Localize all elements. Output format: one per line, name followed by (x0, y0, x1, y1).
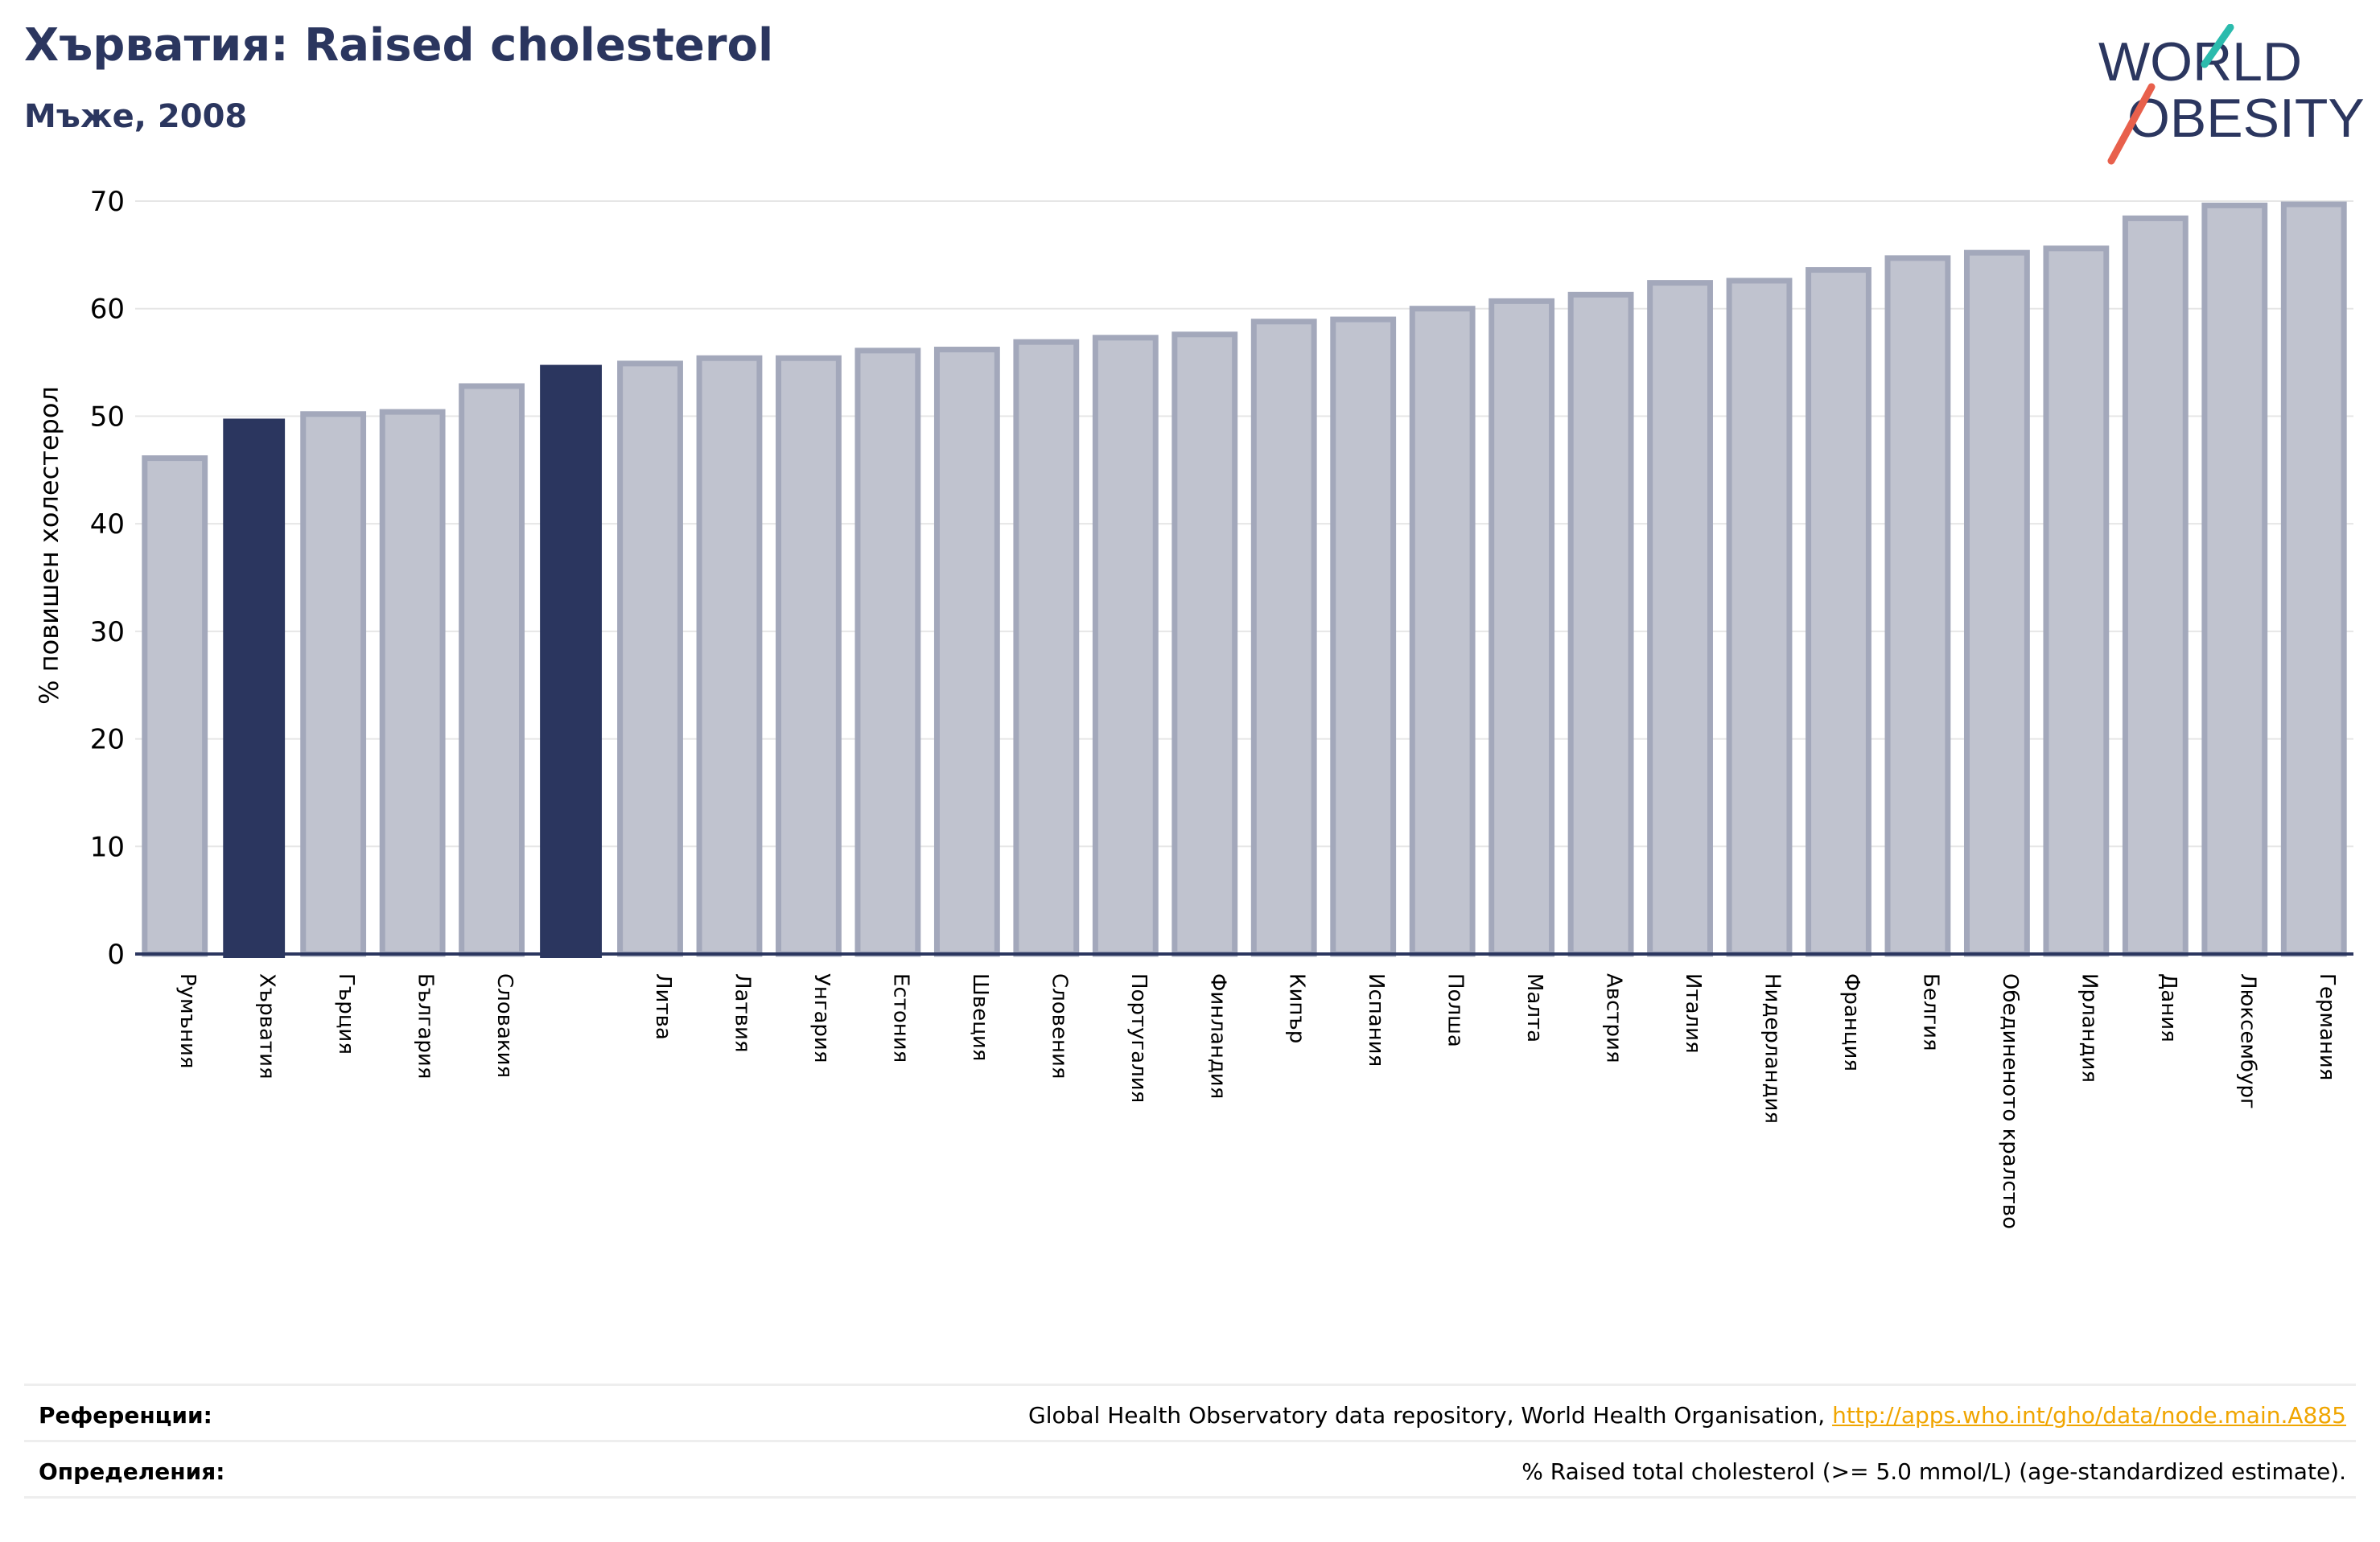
x-tick-label: Румъния (175, 973, 200, 1069)
bar (933, 347, 1000, 957)
chart-title: Хърватия: Raised cholesterol (24, 19, 774, 72)
definitions-value: % Raised total cholesterol (>= 5.0 mmol/… (1521, 1458, 2346, 1485)
x-tick-label: Португалия (1126, 973, 1151, 1103)
y-tick-label: 0 (107, 939, 125, 971)
bar (1884, 255, 1951, 957)
x-tick-label: Австрия (1602, 973, 1626, 1063)
x-tick-label: Италия (1681, 973, 1705, 1054)
bar (1647, 280, 1713, 957)
bars (142, 201, 2347, 958)
bar (2043, 245, 2110, 957)
bar (776, 355, 842, 957)
x-tick-label: Финландия (1205, 973, 1229, 1099)
x-tick-label: Германия (2315, 973, 2339, 1080)
bar (1330, 316, 1397, 957)
references-link[interactable]: http://apps.who.int/gho/data/node.main.A… (1832, 1402, 2346, 1429)
logo-teal-slash (2201, 24, 2234, 68)
x-tick-label: Естония (888, 973, 912, 1063)
logo-line1: WORLD (2098, 31, 2302, 93)
logo-red-slash (2107, 83, 2156, 165)
bar (379, 409, 446, 957)
bar (2280, 201, 2347, 957)
bar (696, 355, 763, 957)
x-tick-label: Литва (651, 973, 675, 1040)
y-tick-label: 30 (90, 616, 125, 648)
bar (1409, 306, 1476, 957)
references-text: Global Health Observatory data repositor… (1028, 1402, 1833, 1429)
bar-highlighted (223, 418, 286, 958)
x-tick-label: Обединеното кралство (1998, 973, 2022, 1229)
x-tick-label: Гърция (334, 973, 358, 1055)
references-row: Референции: Global Health Observatory da… (24, 1384, 2356, 1440)
chart-subtitle: Мъже, 2008 (24, 98, 248, 135)
x-tick-label: Ирландия (2077, 973, 2101, 1083)
y-axis-label: % повишен холестерол (34, 386, 64, 705)
bar (142, 455, 208, 957)
bar (2122, 215, 2189, 957)
bar (1963, 249, 2030, 957)
x-tick-label: Швеция (968, 973, 992, 1061)
bar (1250, 319, 1317, 957)
x-tick-label: Нидерландия (1760, 973, 1785, 1124)
x-tick-label: Малта (1522, 973, 1546, 1042)
x-tick-label: Франция (1839, 973, 1863, 1071)
y-tick-label: 70 (90, 186, 125, 218)
definitions-label: Определения: (39, 1458, 225, 1485)
y-tick-label: 40 (90, 508, 125, 541)
references-label: Референции: (39, 1402, 212, 1429)
bar (1013, 339, 1080, 957)
x-tick-label: Унгария (809, 973, 834, 1063)
bar (2201, 202, 2268, 957)
x-tick-label: Дания (2156, 973, 2180, 1042)
bar (1806, 267, 1871, 957)
bar (1171, 331, 1238, 957)
references-value: Global Health Observatory data repositor… (1028, 1402, 2346, 1429)
y-tick-label: 20 (90, 724, 125, 756)
x-tick-label: Люксембург (2235, 973, 2259, 1109)
bar (1489, 298, 1555, 957)
y-axis-ticks: 0 10 20 30 40 50 60 70 (90, 186, 125, 971)
x-tick-label: Латвия (730, 973, 754, 1053)
bar (1092, 335, 1159, 957)
x-tick-label: Словения (1047, 973, 1071, 1079)
definitions-row: Определения: % Raised total cholesterol … (24, 1440, 2356, 1499)
x-tick-label: Кипър (1285, 973, 1309, 1043)
bar (1567, 291, 1634, 957)
bar (1726, 278, 1793, 957)
x-tick-label: Испания (1364, 973, 1388, 1067)
x-tick-label: Белгия (1918, 973, 1942, 1051)
bar (300, 411, 367, 957)
world-obesity-logo: WORLD OBESITY (2092, 24, 2366, 169)
bar-highlighted (540, 364, 602, 958)
logo-line2: OBESITY (2127, 88, 2365, 149)
x-axis-labels: Румъния Хърватия Гърция България Словакия Лит… (175, 973, 2339, 1229)
y-tick-label: 10 (90, 831, 125, 863)
bar (459, 383, 525, 957)
x-tick-label: Хърватия (255, 973, 279, 1079)
x-tick-label: Словакия (492, 973, 517, 1078)
x-tick-label: България (414, 973, 438, 1079)
x-tick-label: Полша (1443, 973, 1468, 1047)
bar (617, 360, 683, 957)
y-tick-label: 50 (90, 401, 125, 433)
y-tick-label: 60 (90, 294, 125, 326)
bar-chart: 0 10 20 30 40 50 60 70 Румъния Хърватия Гърция Бъл… (34, 186, 2353, 1229)
bar (854, 347, 921, 957)
